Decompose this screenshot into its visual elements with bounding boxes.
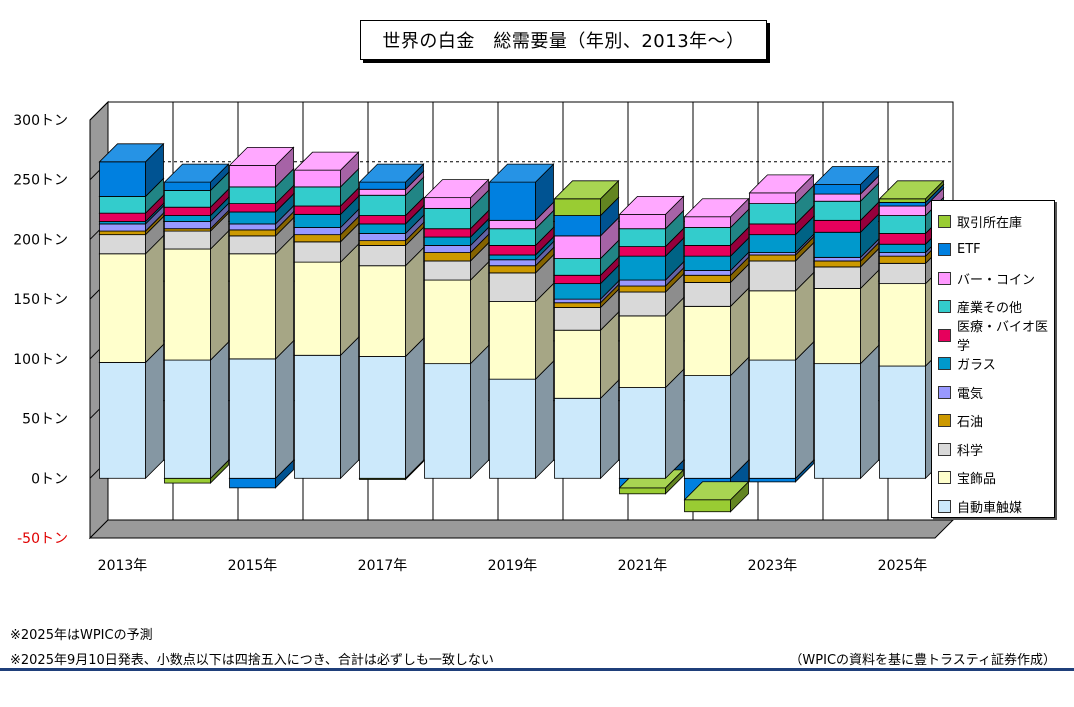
legend-swatch bbox=[938, 385, 951, 399]
bar-segment bbox=[98, 343, 165, 480]
y-tick-label: 150トン bbox=[13, 292, 68, 308]
legend-label: ETF bbox=[957, 242, 981, 258]
legend-swatch bbox=[938, 271, 951, 285]
bar-segment bbox=[813, 344, 880, 480]
bar-segment bbox=[813, 165, 880, 196]
bar-segment bbox=[228, 339, 295, 480]
legend-swatch bbox=[938, 357, 951, 371]
bar-segment bbox=[488, 163, 555, 222]
legend-item: ガラス bbox=[938, 350, 1054, 379]
y-tick-label: 250トン bbox=[13, 173, 68, 189]
bar-segment bbox=[618, 195, 685, 230]
legend-label: 医療・バイオ医学 bbox=[957, 320, 1049, 355]
bar-segment bbox=[228, 146, 295, 188]
x-tick-label: 2017年 bbox=[358, 558, 408, 574]
legend-label: 科学 bbox=[957, 443, 984, 459]
legend-label: 石油 bbox=[957, 415, 984, 431]
legend-item: 産業その他 bbox=[938, 293, 1054, 322]
x-tick-label: 2019年 bbox=[488, 558, 538, 574]
legend-item: 自動車触媒 bbox=[938, 492, 1054, 521]
bar-segment bbox=[98, 142, 165, 198]
legend-label: 取引所在庫 bbox=[957, 215, 1023, 231]
note-release: ※2025年9月10日発表、小数点以下は四捨五入につき、合計は必ずしも一致しない bbox=[10, 653, 494, 668]
floor bbox=[88, 519, 955, 539]
legend-swatch bbox=[938, 243, 951, 257]
gridline-side bbox=[89, 101, 109, 121]
bar-segment bbox=[748, 341, 815, 480]
legend-item: 科学 bbox=[938, 435, 1054, 464]
x-tick-label: 2025年 bbox=[878, 558, 928, 574]
bar-segment bbox=[293, 336, 360, 480]
bar-segment bbox=[163, 341, 230, 480]
bar-segment bbox=[293, 151, 360, 188]
y-tick-label: -50トン bbox=[17, 531, 68, 547]
bar-segment bbox=[683, 197, 750, 229]
bar-segment bbox=[748, 173, 815, 205]
bar-segment bbox=[228, 234, 295, 360]
chart-title: 世界の白金 総需要量（年別、2013年～） bbox=[360, 20, 767, 60]
legend-label: 電気 bbox=[957, 386, 984, 402]
legend-item: 電気 bbox=[938, 378, 1054, 407]
bar-segment bbox=[423, 178, 490, 210]
y-tick-label: 300トン bbox=[13, 113, 68, 129]
bar-segment bbox=[98, 234, 165, 364]
footer-rule bbox=[0, 668, 1074, 671]
legend-item: 宝飾品 bbox=[938, 464, 1054, 493]
legend-label: 産業その他 bbox=[957, 301, 1023, 317]
legend-swatch bbox=[938, 471, 951, 485]
x-tick-label: 2021年 bbox=[618, 558, 668, 574]
legend-label: ガラス bbox=[957, 358, 996, 374]
source-credit: （WPICの資料を基に豊トラスティ証券作成） bbox=[789, 653, 1056, 668]
bar-segment bbox=[358, 163, 425, 191]
y-tick-label: 50トン bbox=[22, 412, 68, 428]
y-tick-label: 100トン bbox=[13, 352, 68, 368]
chart-legend: 取引所在庫 ETF バー・コイン 産業その他医療・バイオ医学ガラス電気石油科学宝飾品自… bbox=[931, 200, 1055, 518]
bar-segment bbox=[683, 480, 750, 513]
legend-swatch bbox=[938, 499, 951, 513]
legend-label: バー・コイン bbox=[957, 272, 1036, 288]
bar-segment bbox=[878, 179, 945, 204]
legend-item: 石油 bbox=[938, 407, 1054, 436]
y-tick-label: 200トン bbox=[13, 232, 68, 248]
bar-segment bbox=[293, 243, 360, 357]
legend-item: ETF bbox=[938, 236, 1054, 265]
legend-swatch bbox=[938, 414, 951, 428]
bar-segment bbox=[358, 337, 425, 480]
legend-swatch bbox=[938, 328, 951, 342]
x-tick-label: 2015年 bbox=[228, 558, 278, 574]
legend-swatch bbox=[938, 300, 951, 314]
bar-segment bbox=[553, 179, 620, 217]
legend-swatch bbox=[938, 214, 951, 228]
note-forecast: ※2025年はWPICの予測 bbox=[10, 628, 153, 643]
legend-label: 宝飾品 bbox=[957, 472, 997, 488]
legend-item: 取引所在庫 bbox=[938, 207, 1054, 236]
bar-segment bbox=[423, 344, 490, 480]
bar-segment bbox=[163, 230, 230, 362]
legend-item: バー・コイン bbox=[938, 264, 1054, 293]
x-tick-label: 2013年 bbox=[98, 558, 148, 574]
y-tick-label: 0トン bbox=[31, 471, 68, 487]
x-tick-label: 2023年 bbox=[748, 558, 798, 574]
legend-label: 自動車触媒 bbox=[957, 500, 1023, 516]
legend-swatch bbox=[938, 442, 951, 456]
legend-item: 医療・バイオ医学 bbox=[938, 320, 1054, 354]
bar-segment bbox=[163, 163, 230, 192]
